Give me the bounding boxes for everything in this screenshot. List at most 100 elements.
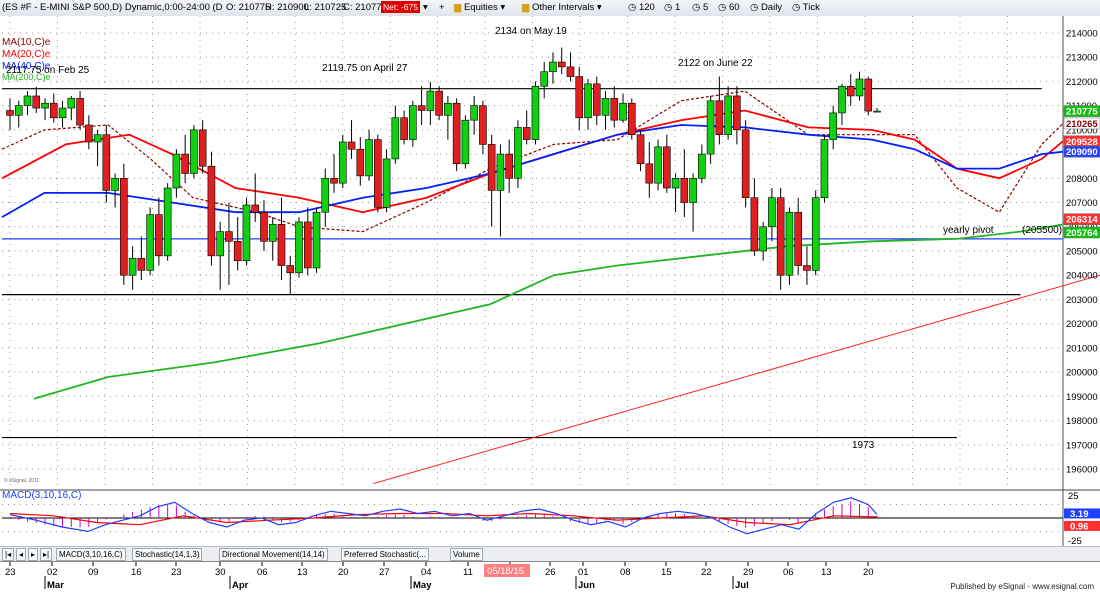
candle-up xyxy=(549,61,557,73)
candle-down xyxy=(803,265,811,271)
candle-down xyxy=(776,197,785,276)
candle-up xyxy=(838,85,846,114)
close-value: C: 210775 xyxy=(343,2,387,13)
annotation-feb25: 2117.75 on Feb 25 xyxy=(6,65,90,76)
y-tick-label: 214000 xyxy=(1066,28,1098,39)
date-label: 08 xyxy=(620,567,631,578)
price-tag-box xyxy=(1063,105,1100,117)
y-tick-label: 198000 xyxy=(1066,416,1098,427)
candle-down xyxy=(846,85,855,97)
date-label: 02 xyxy=(47,567,58,578)
candle-up xyxy=(724,95,732,136)
annotation-apr27: 2119.75 on April 27 xyxy=(322,63,408,74)
candle-up xyxy=(146,214,154,271)
tab-preferred-stochastic[interactable]: Preferred Stochastic(... xyxy=(341,548,429,561)
ma40-legend: MA(40,C)e xyxy=(2,61,51,72)
candle-down xyxy=(680,178,689,203)
candle-down xyxy=(645,163,654,184)
y-tick-label: 203000 xyxy=(1066,295,1098,306)
tab-macd[interactable]: MACD(3,10,16,C) xyxy=(56,548,126,561)
candle-up xyxy=(58,107,67,119)
candle-up xyxy=(382,158,391,208)
candle-up xyxy=(855,78,864,97)
tab-volume[interactable]: Volume xyxy=(450,548,483,561)
candle-down xyxy=(277,224,286,266)
candle-down xyxy=(750,197,759,252)
tab-nav-next[interactable]: ▸ xyxy=(28,548,39,561)
y-tick-label: 197000 xyxy=(1066,440,1098,451)
tab-nav-last[interactable]: ▸| xyxy=(40,548,53,561)
candle-down xyxy=(636,134,645,165)
price-tag-text: 210775 xyxy=(1066,107,1098,118)
add-icon[interactable]: + xyxy=(439,2,445,13)
crosshair-date-box xyxy=(484,564,530,577)
open-value: O: 210775 xyxy=(226,2,271,13)
candle-up xyxy=(338,141,347,184)
y-tick-label: 210000 xyxy=(1066,125,1098,136)
crosshair-date-label: 05/18/15 xyxy=(487,566,524,577)
ma10-legend: MA(10,C)e xyxy=(2,37,51,48)
symbol-title: (ES #F - E-MINI S&P 500,D) Dynamic,0:00-… xyxy=(2,2,223,13)
candle-down xyxy=(225,231,233,242)
interval-5-button[interactable]: ◷ 5 xyxy=(692,2,709,13)
level-1973-label: 1973 xyxy=(852,440,875,451)
candle-down xyxy=(76,98,84,126)
interval-tick-button[interactable]: ◷ Tick xyxy=(792,2,820,13)
price-tag: 210265 xyxy=(1063,117,1100,130)
other-intervals-button[interactable]: ▆ Other Intervals ▾ xyxy=(522,2,602,13)
interval-60-button[interactable]: ◷ 60 xyxy=(718,2,740,13)
candle-down xyxy=(356,148,365,177)
y-tick-label: 200000 xyxy=(1066,368,1098,379)
interval-120-button[interactable]: ◷ 120 xyxy=(628,2,655,13)
price-tag-box xyxy=(1063,226,1100,239)
candle-down xyxy=(286,265,295,274)
candle-up xyxy=(391,117,400,160)
candle-down xyxy=(207,165,216,257)
clock-icon: ◷ xyxy=(718,2,727,13)
y-tick-label: 202000 xyxy=(1066,319,1098,330)
yearly-pivot-value: (205500) xyxy=(1022,225,1062,236)
candle-up xyxy=(67,98,76,109)
date-axis: 2302091623300613202704111826010815222906… xyxy=(0,561,1100,593)
candle-up xyxy=(93,134,102,143)
trend-line xyxy=(373,274,1100,485)
tab-directional-movement[interactable]: Directional Movement(14,14) xyxy=(219,548,328,561)
candle-up xyxy=(689,178,697,203)
candle-up xyxy=(216,231,224,257)
date-label: 23 xyxy=(5,567,16,578)
candle-up xyxy=(698,153,706,179)
month-label: May xyxy=(413,580,432,591)
signal-value-tag xyxy=(1064,520,1100,531)
yearly-pivot-label: yearly pivot xyxy=(943,225,994,236)
interval-1-button[interactable]: ◷ 1 xyxy=(664,2,681,13)
candle-down xyxy=(487,144,496,191)
tab-stochastic[interactable]: Stochastic(14,1,3) xyxy=(132,548,203,561)
date-label: 29 xyxy=(743,567,754,578)
candle-down xyxy=(417,105,426,111)
toolbar-menu-icon[interactable]: ▾ xyxy=(423,2,428,13)
y-tick-label: 199000 xyxy=(1066,392,1098,403)
candle-up xyxy=(514,127,522,179)
date-label: 04 xyxy=(421,567,432,578)
candle-down xyxy=(733,95,741,131)
interval-daily-button[interactable]: ◷ Daily xyxy=(750,2,783,13)
candle-down xyxy=(566,66,575,77)
candle-up xyxy=(295,221,303,274)
candle-up xyxy=(768,197,776,228)
date-label: 26 xyxy=(545,567,556,578)
price-tag-text: 206314 xyxy=(1066,215,1098,226)
date-label: 16 xyxy=(131,567,142,578)
candle-up xyxy=(540,71,549,87)
candle-up xyxy=(601,98,610,116)
candle-down xyxy=(303,221,312,269)
price-chart[interactable]: 196000 197000 198000 199000 200000 201000 2020… xyxy=(0,16,1100,546)
candle-up xyxy=(111,178,119,191)
tab-nav-prev[interactable]: ◂ xyxy=(16,548,27,561)
equities-button[interactable]: ▆ Equities ▾ xyxy=(454,2,506,13)
candle-down xyxy=(592,83,601,116)
candle-down xyxy=(49,102,58,119)
tab-nav-first[interactable]: |◂ xyxy=(2,548,15,561)
candle-down xyxy=(102,134,111,191)
candle-up xyxy=(14,105,23,116)
candle-down xyxy=(32,95,41,109)
